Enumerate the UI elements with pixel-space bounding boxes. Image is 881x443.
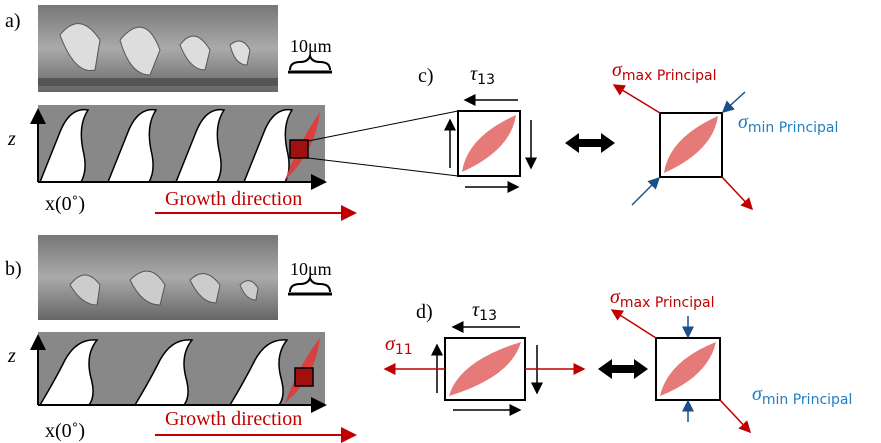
sigma-min-label: σmin Principal	[752, 383, 852, 408]
sigma-max-label: σmax Principal	[612, 59, 716, 84]
z-axis-label: z	[7, 128, 16, 150]
panel-label: c)	[418, 65, 434, 87]
sigma-max-label: σmax Principal	[610, 286, 714, 311]
subscript: 13	[479, 308, 497, 324]
subscript: 13	[477, 72, 495, 88]
shear-label: τ13	[472, 299, 497, 324]
subscript: max Principal	[620, 295, 715, 311]
z-axis-label: z	[7, 345, 16, 367]
subscript: min Principal	[748, 120, 839, 136]
subscript: max Principal	[622, 68, 717, 84]
subscript: min Principal	[762, 392, 853, 408]
sem-image	[38, 5, 278, 92]
panel-label: b)	[5, 258, 22, 280]
x-axis-label: x(0˚)	[45, 193, 85, 215]
growth-label: Growth direction	[165, 188, 302, 210]
panel-label: a)	[5, 10, 21, 32]
panel-label: d)	[416, 301, 433, 323]
shear-label: τ13	[470, 63, 495, 88]
subscript: 11	[395, 342, 413, 358]
normal-label: σ11	[385, 333, 413, 358]
x-axis-label: x(0˚)	[45, 420, 85, 442]
sem-image	[38, 235, 278, 320]
growth-label: Growth direction	[165, 408, 302, 430]
figure: a) 10μm z x(0˚) Growth direction c) τ13 …	[0, 0, 881, 443]
scale-bar-label: 10μm	[290, 259, 332, 279]
sigma-min-label: σmin Principal	[738, 111, 838, 136]
scale-bar-label: 10μm	[290, 36, 332, 56]
